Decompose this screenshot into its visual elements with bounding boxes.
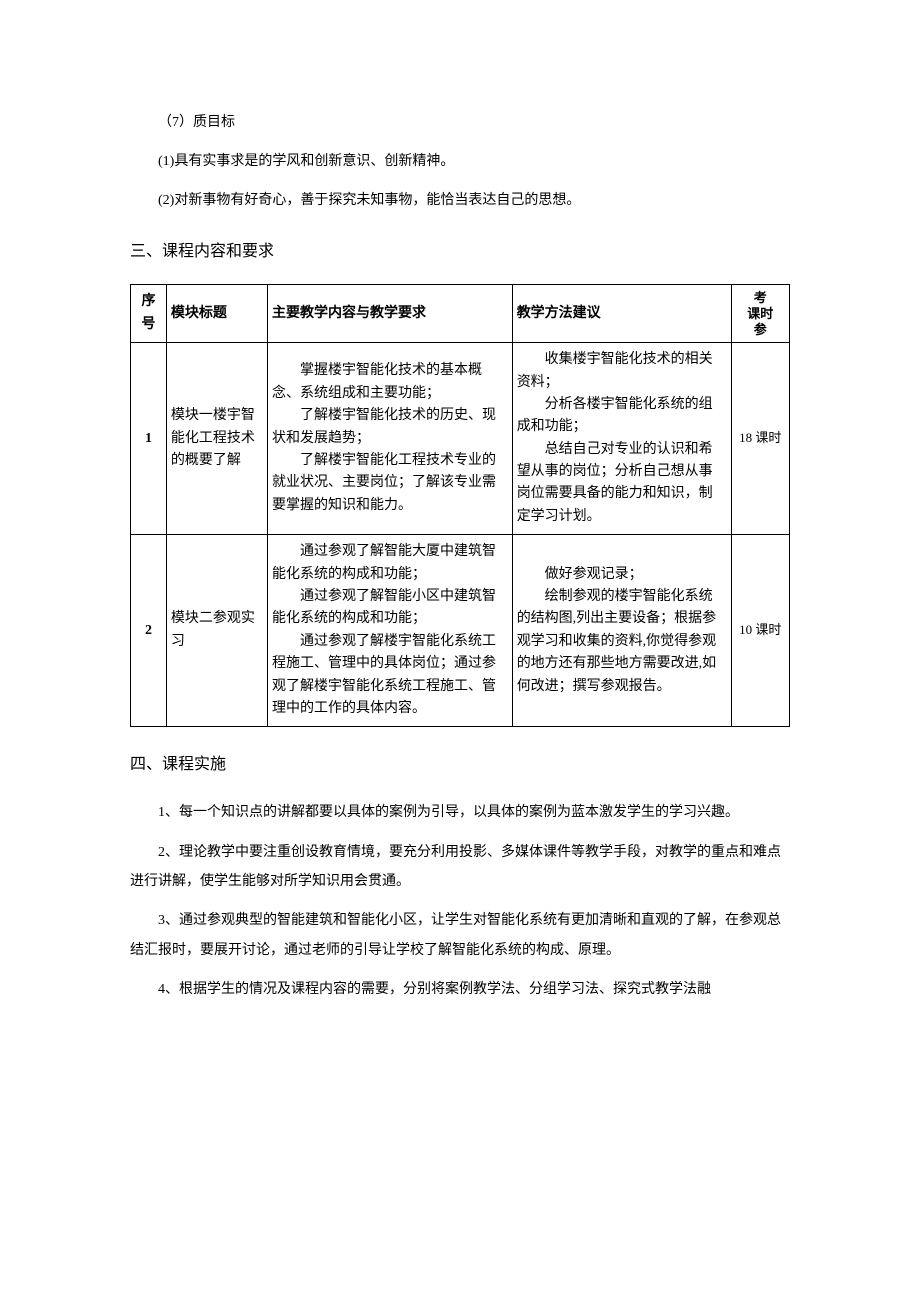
section4-content: 1、每一个知识点的讲解都要以具体的案例为引导，以具体的案例为蓝本激发学生的学习兴… — [130, 798, 790, 1004]
content-line: 通过参观了解楼宇智能化系统工程施工、管理中的具体岗位；通过参观了解楼宇智能化系统… — [272, 631, 508, 721]
method-line: 收集楼宇智能化技术的相关资料； — [517, 349, 727, 394]
th-hours: 考 课时 参 — [731, 285, 789, 343]
section4-heading: 四、课程实施 — [130, 751, 790, 780]
th-content: 主要教学内容与教学要求 — [267, 285, 512, 343]
content-line: 通过参观了解智能大厦中建筑智能化系统的构成和功能； — [272, 541, 508, 586]
table-header-row: 序号 模块标题 主要教学内容与教学要求 教学方法建议 考 课时 参 — [131, 285, 790, 343]
cell-module: 模块一楼宇智能化工程技术的概要了解 — [166, 343, 267, 535]
course-table: 序号 模块标题 主要教学内容与教学要求 教学方法建议 考 课时 参 1 模块一楼… — [130, 284, 790, 727]
section7-item2: (2)对新事物有好奇心，善于探究未知事物，能恰当表达自己的思想。 — [130, 188, 790, 213]
section3-heading: 三、课程内容和要求 — [130, 238, 790, 267]
th-module: 模块标题 — [166, 285, 267, 343]
cell-seq: 1 — [131, 343, 167, 535]
section4-para: 1、每一个知识点的讲解都要以具体的案例为引导，以具体的案例为蓝本激发学生的学习兴… — [130, 798, 790, 827]
method-line: 做好参观记录； — [517, 564, 727, 586]
section4-para: 2、理论教学中要注重创设教育情境，要充分利用投影、多媒体课件等教学手段，对教学的… — [130, 838, 790, 897]
cell-content: 掌握楼宇智能化技术的基本概念、系统组成和主要功能； 了解楼宇智能化技术的历史、现… — [267, 343, 512, 535]
section7-item1: (1)具有实事求是的学风和创新意识、创新精神。 — [130, 149, 790, 174]
content-line: 了解楼宇智能化工程技术专业的就业状况、主要岗位；了解该专业需要掌握的知识和能力。 — [272, 450, 508, 517]
content-line: 掌握楼宇智能化技术的基本概念、系统组成和主要功能； — [272, 360, 508, 405]
cell-hours: 10 课时 — [731, 535, 789, 727]
cell-module: 模块二参观实习 — [166, 535, 267, 727]
th-method: 教学方法建议 — [512, 285, 731, 343]
th-hours-line2: 课时 — [747, 306, 773, 321]
cell-content: 通过参观了解智能大厦中建筑智能化系统的构成和功能； 通过参观了解智能小区中建筑智… — [267, 535, 512, 727]
table-row: 2 模块二参观实习 通过参观了解智能大厦中建筑智能化系统的构成和功能； 通过参观… — [131, 535, 790, 727]
method-line: 总结自己对专业的认识和希望从事的岗位；分析自己想从事岗位需要具备的能力和知识，制… — [517, 439, 727, 529]
content-line: 通过参观了解智能小区中建筑智能化系统的构成和功能； — [272, 586, 508, 631]
cell-hours: 18 课时 — [731, 343, 789, 535]
th-hours-line1: 考 — [754, 290, 767, 305]
method-line: 分析各楼宇智能化系统的组成和功能； — [517, 394, 727, 439]
content-line: 了解楼宇智能化技术的历史、现状和发展趋势； — [272, 405, 508, 450]
section4-para: 3、通过参观典型的智能建筑和智能化小区，让学生对智能化系统有更加清晰和直观的了解… — [130, 906, 790, 965]
section7-heading: （7）质目标 — [130, 110, 790, 135]
table-body: 1 模块一楼宇智能化工程技术的概要了解 掌握楼宇智能化技术的基本概念、系统组成和… — [131, 343, 790, 727]
cell-method: 做好参观记录； 绘制参观的楼宇智能化系统的结构图,列出主要设备；根据参观学习和收… — [512, 535, 731, 727]
section4-para: 4、根据学生的情况及课程内容的需要，分别将案例教学法、分组学习法、探究式教学法融 — [130, 975, 790, 1004]
table-row: 1 模块一楼宇智能化工程技术的概要了解 掌握楼宇智能化技术的基本概念、系统组成和… — [131, 343, 790, 535]
th-hours-line3: 参 — [754, 322, 767, 337]
cell-method: 收集楼宇智能化技术的相关资料； 分析各楼宇智能化系统的组成和功能； 总结自己对专… — [512, 343, 731, 535]
cell-seq: 2 — [131, 535, 167, 727]
th-seq: 序号 — [131, 285, 167, 343]
method-line: 绘制参观的楼宇智能化系统的结构图,列出主要设备；根据参观学习和收集的资料,你觉得… — [517, 586, 727, 698]
